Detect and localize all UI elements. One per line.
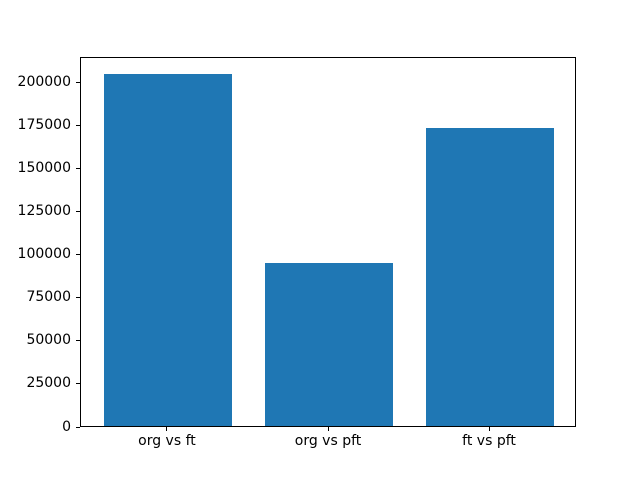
y-tick-mark <box>76 383 80 385</box>
y-tick-label: 75000 <box>26 289 71 306</box>
y-tick-label: 125000 <box>17 203 71 220</box>
bar-org-vs-ft <box>103 73 233 426</box>
y-tick-label: 200000 <box>17 73 71 90</box>
y-tick-label: 25000 <box>26 375 71 392</box>
y-tick-mark <box>76 297 80 299</box>
y-tick-mark <box>76 81 80 83</box>
y-tick-label: 150000 <box>17 160 71 177</box>
plot-area <box>80 57 576 427</box>
y-tick-mark <box>76 211 80 213</box>
y-tick-label: 50000 <box>26 332 71 349</box>
y-tick-label: 175000 <box>17 117 71 134</box>
x-tick-label: org vs pft <box>294 433 362 449</box>
x-tick-label: ft vs pft <box>462 433 516 449</box>
x-tick-label: org vs ft <box>138 433 196 449</box>
y-tick-label: 0 <box>62 418 71 435</box>
x-tick-mark <box>488 427 490 431</box>
bar-org-vs-pft <box>264 262 394 426</box>
x-tick-mark <box>327 427 329 431</box>
x-tick-mark <box>166 427 168 431</box>
y-tick-mark <box>76 125 80 127</box>
y-tick-mark <box>76 426 80 428</box>
bar-ft-vs-pft <box>425 127 555 426</box>
y-tick-mark <box>76 168 80 170</box>
y-tick-label: 100000 <box>17 246 71 263</box>
y-tick-mark <box>76 254 80 256</box>
y-tick-mark <box>76 340 80 342</box>
